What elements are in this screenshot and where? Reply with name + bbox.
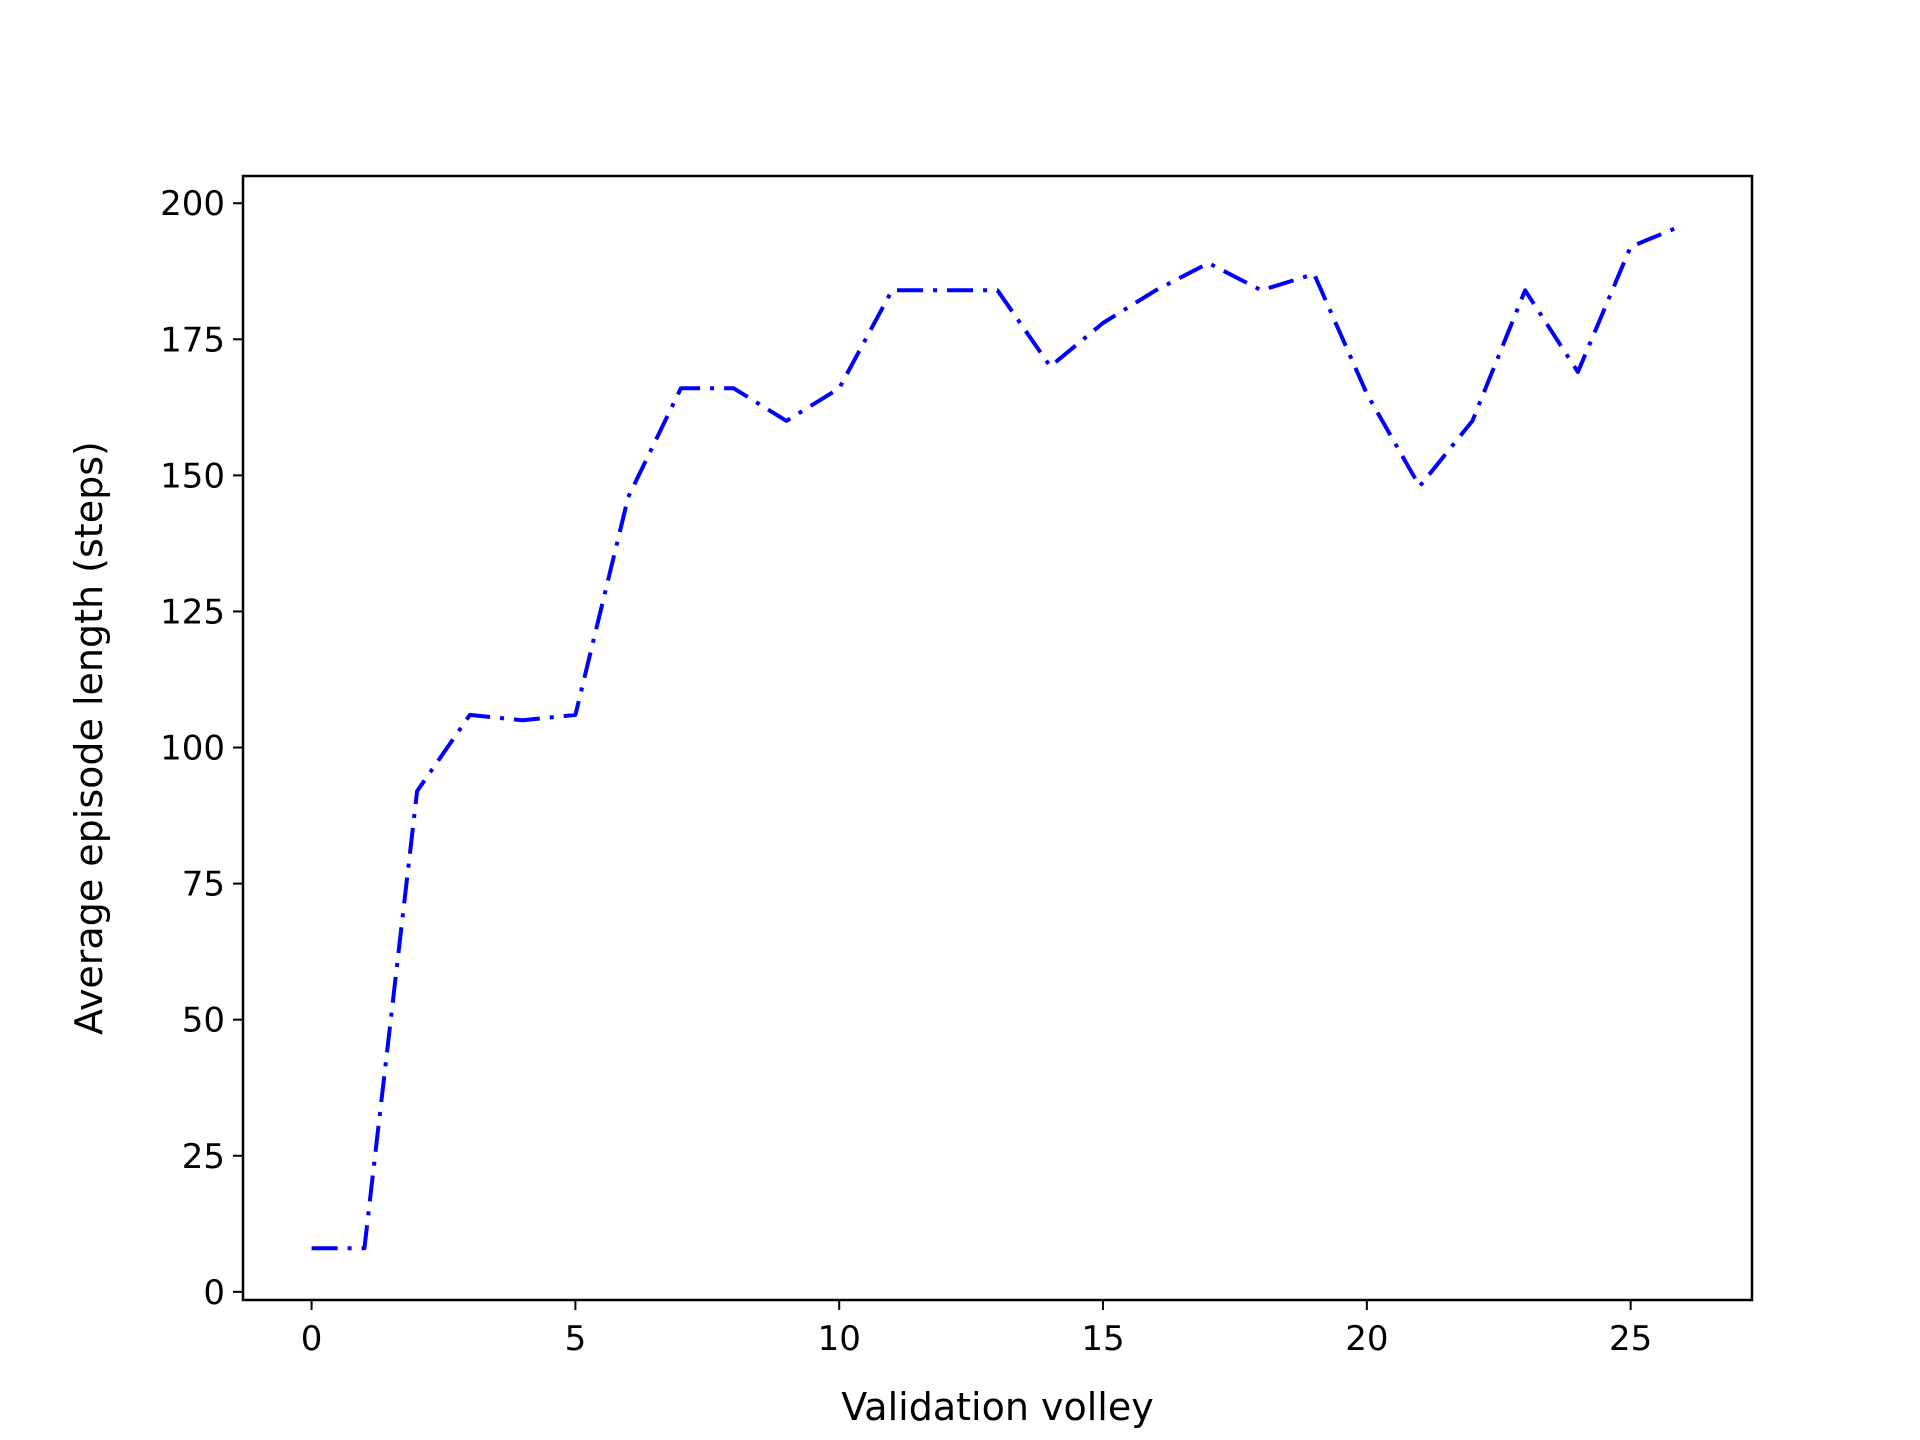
y-tick-label: 25 bbox=[182, 1137, 225, 1177]
x-tick-label: 20 bbox=[1345, 1319, 1388, 1359]
y-tick-label: 125 bbox=[160, 592, 225, 632]
plot-frame bbox=[241, 174, 1754, 1302]
x-tick-label: 5 bbox=[565, 1319, 587, 1359]
y-tick-label: 175 bbox=[160, 320, 225, 360]
series-line bbox=[311, 223, 1685, 1251]
y-tick-label: 200 bbox=[160, 184, 225, 224]
y-axis-label: Average episode length (steps) bbox=[67, 441, 111, 1035]
x-tick-label: 15 bbox=[1081, 1319, 1124, 1359]
x-axis-label: Validation volley bbox=[841, 1385, 1153, 1429]
plot-series bbox=[311, 223, 1685, 1251]
y-axis: 0 25 50 75 100 125 150 175 200 bbox=[160, 184, 243, 1313]
y-tick-label: 150 bbox=[160, 456, 225, 496]
x-tick-label: 10 bbox=[818, 1319, 861, 1359]
x-tick-label: 0 bbox=[301, 1319, 323, 1359]
y-tick-label: 100 bbox=[160, 729, 225, 769]
x-tick-label: 25 bbox=[1609, 1319, 1652, 1359]
y-tick-label: 75 bbox=[182, 865, 225, 905]
x-axis: 0 5 10 15 20 25 bbox=[301, 1300, 1652, 1359]
y-tick-label: 50 bbox=[182, 1001, 225, 1041]
y-tick-label: 0 bbox=[203, 1273, 225, 1313]
